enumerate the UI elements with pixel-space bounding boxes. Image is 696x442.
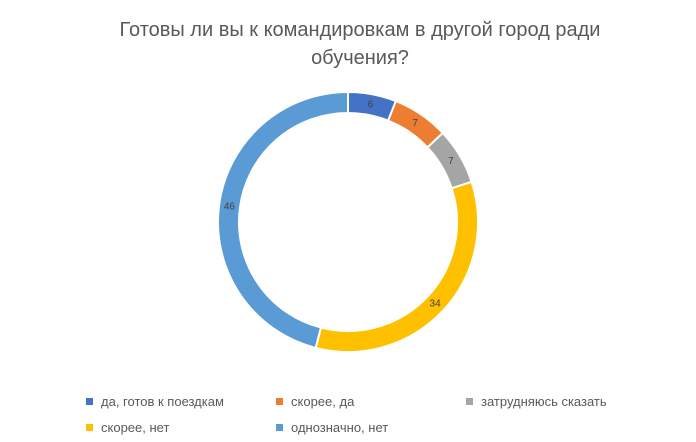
donut-segment — [217, 90, 349, 350]
data-label: 34 — [430, 298, 442, 309]
legend-label: скорее, да — [291, 393, 355, 409]
legend-swatch — [86, 423, 93, 431]
donut-segment — [314, 180, 479, 353]
data-label: 46 — [224, 202, 236, 213]
legend-label: затрудняюсь сказать — [481, 393, 607, 409]
legend-swatch — [86, 397, 93, 405]
legend-swatch — [466, 397, 473, 405]
legend-label: да, готов к поездкам — [101, 393, 224, 409]
chart-title: Готовы ли вы к командировкам в другой го… — [119, 19, 601, 69]
legend-item: скорее, да — [276, 392, 466, 410]
legend-label: однозначно, нет — [291, 419, 389, 435]
legend-item: затрудняюсь сказать — [466, 392, 646, 410]
legend-item: да, готов к поездкам — [86, 392, 276, 410]
legend-item: однозначно, нет — [276, 418, 466, 436]
legend-item: скорее, нет — [86, 418, 276, 436]
legend-label: скорее, нет — [101, 419, 170, 435]
legend: да, готов к поездкам скорее, да затрудняюс… — [86, 392, 646, 436]
legend-swatch — [276, 397, 283, 405]
data-label: 7 — [412, 118, 418, 129]
data-label: 7 — [448, 156, 454, 167]
legend-swatch — [276, 423, 283, 431]
data-label: 6 — [368, 99, 374, 110]
